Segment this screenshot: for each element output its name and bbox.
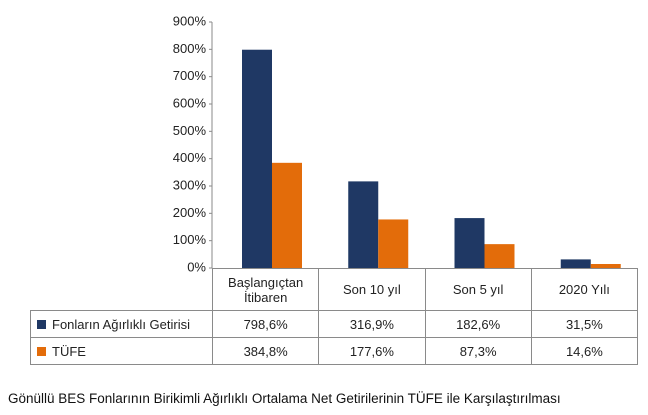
value-label-text: 316,9% bbox=[349, 316, 394, 332]
category-header-text: Başlangıçtan İtibaren bbox=[228, 274, 304, 305]
y-tick-label: 400% bbox=[173, 150, 207, 165]
bar bbox=[378, 219, 409, 268]
value-label: 182,6% bbox=[424, 310, 532, 338]
category-header: Son 10 yıl bbox=[318, 268, 426, 311]
value-label-text: 87,3% bbox=[459, 343, 497, 359]
y-tick-label: 800% bbox=[173, 41, 207, 56]
legend-label: TÜFE bbox=[52, 343, 86, 359]
value-label-text: 182,6% bbox=[456, 316, 501, 332]
value-label-text: 798,6% bbox=[243, 316, 288, 332]
y-tick-label: 700% bbox=[173, 68, 207, 83]
y-tick-label: 600% bbox=[173, 95, 207, 110]
value-label: 177,6% bbox=[318, 337, 426, 365]
value-label-text: 31,5% bbox=[565, 316, 603, 332]
y-tick-label: 100% bbox=[173, 232, 207, 247]
bar bbox=[484, 244, 515, 268]
bar bbox=[590, 264, 621, 268]
y-tick-label: 900% bbox=[173, 13, 207, 28]
bar bbox=[242, 49, 272, 268]
category-header-text: Son 10 yıl bbox=[342, 282, 401, 297]
value-label-text: 384,8% bbox=[243, 343, 288, 359]
category-header: Başlangıçtan İtibaren bbox=[212, 268, 320, 311]
value-label-text: 177,6% bbox=[349, 343, 394, 359]
legend-swatch bbox=[37, 346, 46, 356]
category-header-text: 2020 Yılı bbox=[558, 282, 610, 297]
legend-item: Fonların Ağırlıklı Getirisi bbox=[30, 310, 213, 338]
bar bbox=[454, 218, 485, 268]
chart-title: Gönüllü BES Fonlarının Birikimli Ağırlık… bbox=[8, 391, 561, 406]
value-label: 384,8% bbox=[212, 337, 320, 365]
legend-item: TÜFE bbox=[30, 337, 213, 365]
bar bbox=[560, 259, 591, 268]
legend-label: Fonların Ağırlıklı Getirisi bbox=[52, 316, 190, 332]
y-tick-label: 500% bbox=[173, 123, 207, 138]
legend-swatch bbox=[37, 319, 46, 329]
y-tick-label: 200% bbox=[173, 205, 207, 220]
bar bbox=[348, 181, 379, 268]
bar bbox=[272, 162, 302, 268]
value-label-text: 14,6% bbox=[565, 343, 603, 359]
value-label: 316,9% bbox=[318, 310, 426, 338]
category-header: 2020 Yılı bbox=[530, 268, 638, 311]
value-label: 31,5% bbox=[530, 310, 638, 338]
category-header: Son 5 yıl bbox=[424, 268, 532, 311]
value-label: 798,6% bbox=[212, 310, 320, 338]
y-tick-label: 300% bbox=[173, 177, 207, 192]
value-label: 14,6% bbox=[530, 337, 638, 365]
y-tick-label: 0% bbox=[187, 259, 206, 274]
category-header-text: Son 5 yıl bbox=[452, 282, 504, 297]
value-label: 87,3% bbox=[424, 337, 532, 365]
